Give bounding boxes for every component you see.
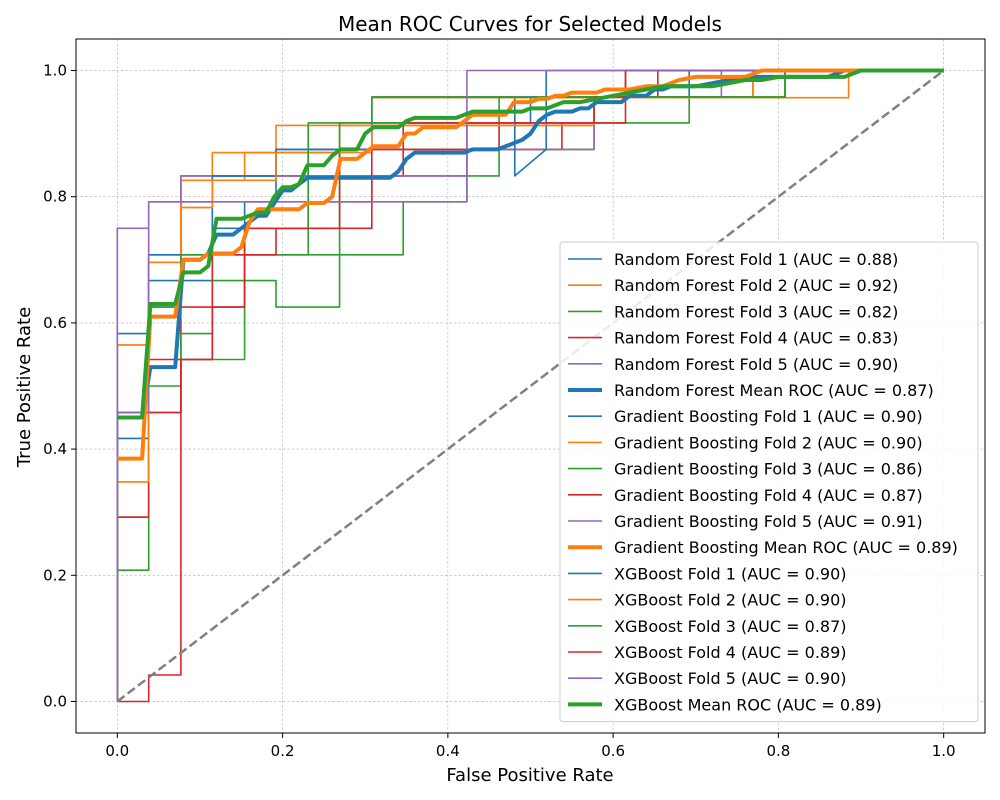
legend-box	[559, 241, 979, 723]
legend-label-1: Random Forest Fold 2 (AUC = 0.92)	[614, 276, 898, 295]
legend-label-4: Random Forest Fold 5 (AUC = 0.90)	[614, 355, 898, 374]
series-line-17	[117, 68, 944, 420]
chance-diagonal-line	[116, 69, 945, 703]
x-tick-label-2: 0.4	[436, 742, 460, 760]
legend-label-13: XGBoost Fold 2 (AUC = 0.90)	[614, 591, 847, 610]
legend-label-5: Random Forest Mean ROC (AUC = 0.87)	[614, 381, 934, 400]
series-line-15	[117, 69, 944, 703]
y-tick-label-3: 0.6	[43, 314, 67, 332]
y-tick-label-5: 1.0	[43, 62, 67, 80]
x-tick-label-3: 0.6	[601, 742, 625, 760]
x-tick-label-0: 0.0	[105, 742, 129, 760]
ticks: 0.0 0.2 0.4 0.6 0.8 1.0 0.0 0.2 0.4 0.6 0.8 1.0	[43, 62, 955, 760]
y-tick-label-2: 0.4	[43, 440, 67, 458]
legend-label-16: XGBoost Fold 5 (AUC = 0.90)	[614, 669, 847, 688]
y-tick-label-0: 0.0	[43, 692, 67, 710]
legend-label-8: Gradient Boosting Fold 3 (AUC = 0.86)	[614, 460, 923, 479]
x-tick-label-5: 1.0	[932, 742, 956, 760]
legend-label-6: Gradient Boosting Fold 1 (AUC = 0.90)	[614, 407, 923, 426]
legend: Random Forest Fold 1 (AUC = 0.88) Random …	[559, 241, 979, 723]
legend-label-9: Gradient Boosting Fold 4 (AUC = 0.87)	[614, 486, 923, 505]
x-tick-label-4: 0.8	[766, 742, 790, 760]
y-tick-label-4: 0.8	[43, 188, 67, 206]
chart-title: Mean ROC Curves for Selected Models	[338, 12, 722, 36]
legend-label-17: XGBoost Mean ROC (AUC = 0.89)	[614, 695, 882, 714]
legend-label-15: XGBoost Fold 4 (AUC = 0.89)	[614, 643, 847, 662]
legend-label-14: XGBoost Fold 3 (AUC = 0.87)	[614, 617, 847, 636]
y-tick-label-1: 0.2	[43, 566, 67, 584]
y-axis-label: True Positive Rate	[14, 307, 35, 468]
legend-label-11: Gradient Boosting Mean ROC (AUC = 0.89)	[614, 538, 958, 557]
plot-lines	[116, 68, 945, 703]
legend-label-7: Gradient Boosting Fold 2 (AUC = 0.90)	[614, 433, 923, 452]
legend-label-3: Random Forest Fold 4 (AUC = 0.83)	[614, 329, 898, 348]
legend-label-0: Random Forest Fold 1 (AUC = 0.88)	[614, 250, 898, 269]
x-axis-label: False Positive Rate	[446, 765, 613, 786]
legend-label-2: Random Forest Fold 3 (AUC = 0.82)	[614, 302, 898, 321]
x-tick-label-1: 0.2	[271, 742, 295, 760]
axes-frame	[75, 38, 986, 734]
legend-label-12: XGBoost Fold 1 (AUC = 0.90)	[614, 564, 847, 583]
legend-label-10: Gradient Boosting Fold 5 (AUC = 0.91)	[614, 512, 923, 531]
